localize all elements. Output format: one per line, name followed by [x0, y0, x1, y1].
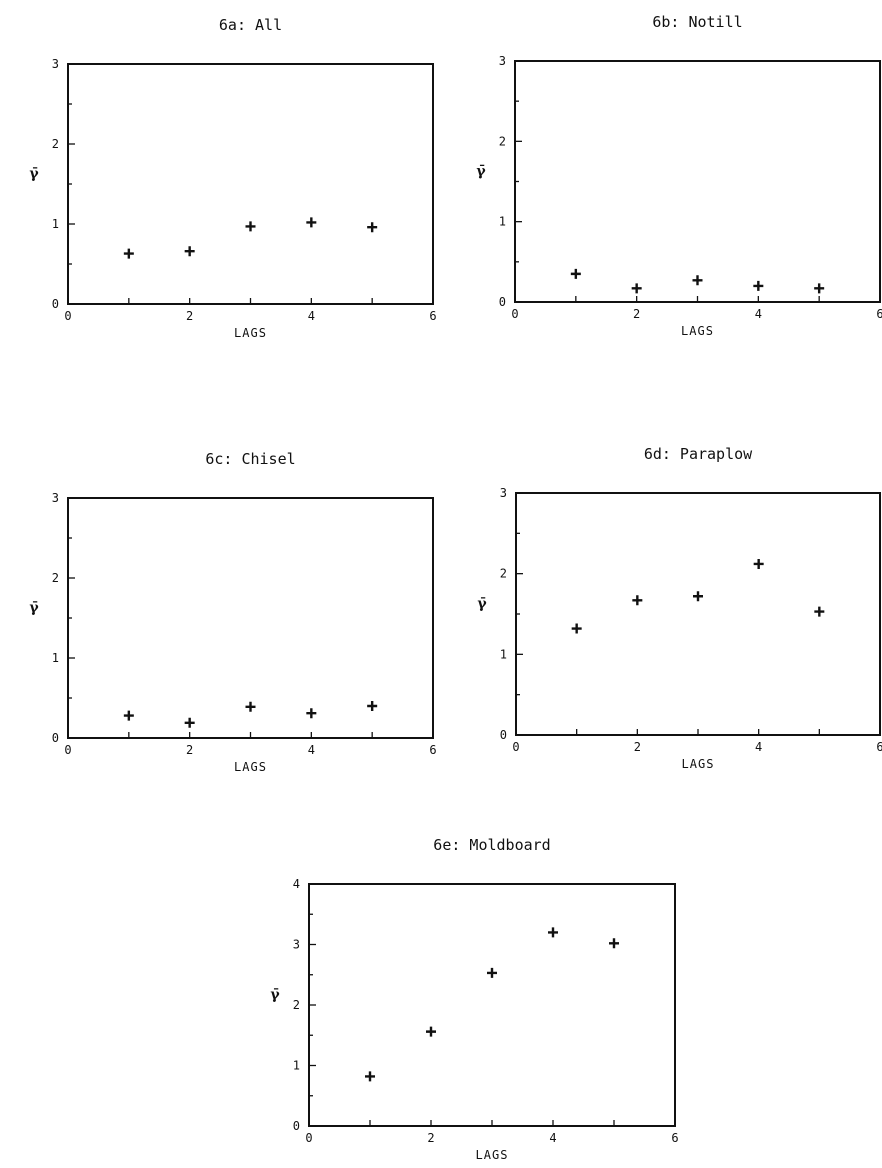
panel-title: 6c: Chisel — [205, 450, 295, 468]
x-tick-label: 0 — [305, 1131, 312, 1145]
x-tick-label: 6 — [429, 309, 436, 323]
x-tick-label: 0 — [64, 743, 71, 757]
data-point — [753, 280, 764, 291]
panel-4: 6d: Paraplow 0 1 2 3 0 2 4 6 LAGS γ̄ — [477, 445, 882, 771]
panel-title: 6e: Moldboard — [433, 836, 550, 854]
x-tick-label: 2 — [186, 743, 193, 757]
panel-1: 6a: All 0 1 2 3 0 2 4 6 LAGS γ̄ — [29, 16, 436, 340]
plot-frame — [308, 883, 676, 1127]
y-axis-label: γ̄ — [270, 987, 280, 1003]
y-tick-label: 2 — [293, 998, 300, 1012]
data-point — [753, 558, 764, 569]
data-point — [693, 591, 703, 602]
x-axis-label: LAGS — [234, 326, 267, 340]
y-axis-label: γ̄ — [477, 596, 487, 612]
y-axis-label: γ̄ — [476, 164, 486, 180]
x-axis-label: LAGS — [234, 760, 267, 774]
x-tick-label: 0 — [511, 307, 518, 321]
y-tick-label: 3 — [52, 57, 59, 71]
y-tick-label: 3 — [52, 491, 59, 505]
data-point — [365, 1071, 375, 1082]
data-point — [814, 606, 825, 617]
y-tick-label: 0 — [500, 728, 507, 742]
x-axis-label: LAGS — [682, 757, 715, 771]
y-tick-label: 0 — [52, 731, 59, 745]
y-tick-label: 1 — [499, 215, 506, 229]
panel-title: 6d: Paraplow — [644, 445, 753, 463]
y-tick-label: 1 — [500, 647, 507, 661]
y-tick-label: 1 — [52, 651, 59, 665]
x-axis-label: LAGS — [476, 1148, 509, 1162]
data-point — [632, 595, 643, 606]
panel-5: 6e: Moldboard 0 1 2 3 4 0 2 4 6 LAGS γ̄ — [270, 836, 678, 1162]
x-tick-label: 6 — [876, 307, 882, 321]
data-point — [123, 248, 134, 259]
data-point — [306, 217, 317, 228]
data-point — [609, 938, 619, 949]
y-tick-label: 2 — [52, 137, 59, 151]
plot-frame — [515, 492, 881, 736]
x-tick-label: 4 — [549, 1131, 556, 1145]
y-tick-label: 3 — [293, 938, 300, 952]
x-tick-label: 4 — [308, 743, 315, 757]
y-tick-label: 4 — [293, 877, 300, 891]
y-tick-label: 2 — [52, 571, 59, 585]
x-tick-label: 4 — [755, 740, 762, 754]
data-point — [123, 710, 134, 721]
y-tick-label: 2 — [500, 567, 507, 581]
y-tick-label: 0 — [52, 297, 59, 311]
x-tick-label: 4 — [755, 307, 762, 321]
y-tick-label: 3 — [500, 486, 507, 500]
y-tick-label: 1 — [52, 217, 59, 231]
x-tick-label: 0 — [64, 309, 71, 323]
data-point — [245, 221, 256, 232]
data-point — [571, 623, 582, 634]
data-point — [487, 967, 497, 978]
x-axis-label: LAGS — [681, 324, 714, 338]
y-tick-label: 1 — [293, 1059, 300, 1073]
data-point — [570, 268, 581, 279]
x-tick-label: 6 — [876, 740, 882, 754]
data-point — [306, 708, 317, 719]
y-axis-label: γ̄ — [29, 166, 39, 182]
y-tick-label: 3 — [499, 54, 506, 68]
x-tick-label: 2 — [186, 309, 193, 323]
x-tick-label: 6 — [671, 1131, 678, 1145]
data-point — [692, 275, 703, 286]
data-point — [631, 283, 642, 294]
panel-title: 6a: All — [219, 16, 282, 34]
plot-frame — [67, 63, 434, 305]
x-tick-label: 2 — [634, 740, 641, 754]
x-tick-label: 6 — [429, 743, 436, 757]
data-point — [367, 222, 378, 233]
panel-title: 6b: Notill — [652, 13, 742, 31]
panel-3: 6c: Chisel 0 1 2 3 0 2 4 6 LAGS γ̄ — [29, 450, 436, 774]
panel-2: 6b: Notill 0 1 2 3 0 2 4 6 LAGS γ̄ — [476, 13, 882, 338]
y-tick-label: 2 — [499, 134, 506, 148]
y-tick-label: 0 — [499, 295, 506, 309]
data-point — [245, 701, 256, 712]
data-point — [367, 701, 378, 711]
x-tick-label: 2 — [633, 307, 640, 321]
data-point — [814, 283, 825, 294]
plot-frame — [514, 60, 881, 303]
data-point — [184, 246, 195, 257]
data-point — [548, 927, 558, 938]
data-point — [426, 1026, 436, 1037]
y-axis-label: γ̄ — [29, 600, 39, 616]
y-tick-label: 0 — [293, 1119, 300, 1133]
x-tick-label: 2 — [427, 1131, 434, 1145]
data-point — [184, 717, 195, 728]
x-tick-label: 4 — [308, 309, 315, 323]
x-tick-label: 0 — [512, 740, 519, 754]
